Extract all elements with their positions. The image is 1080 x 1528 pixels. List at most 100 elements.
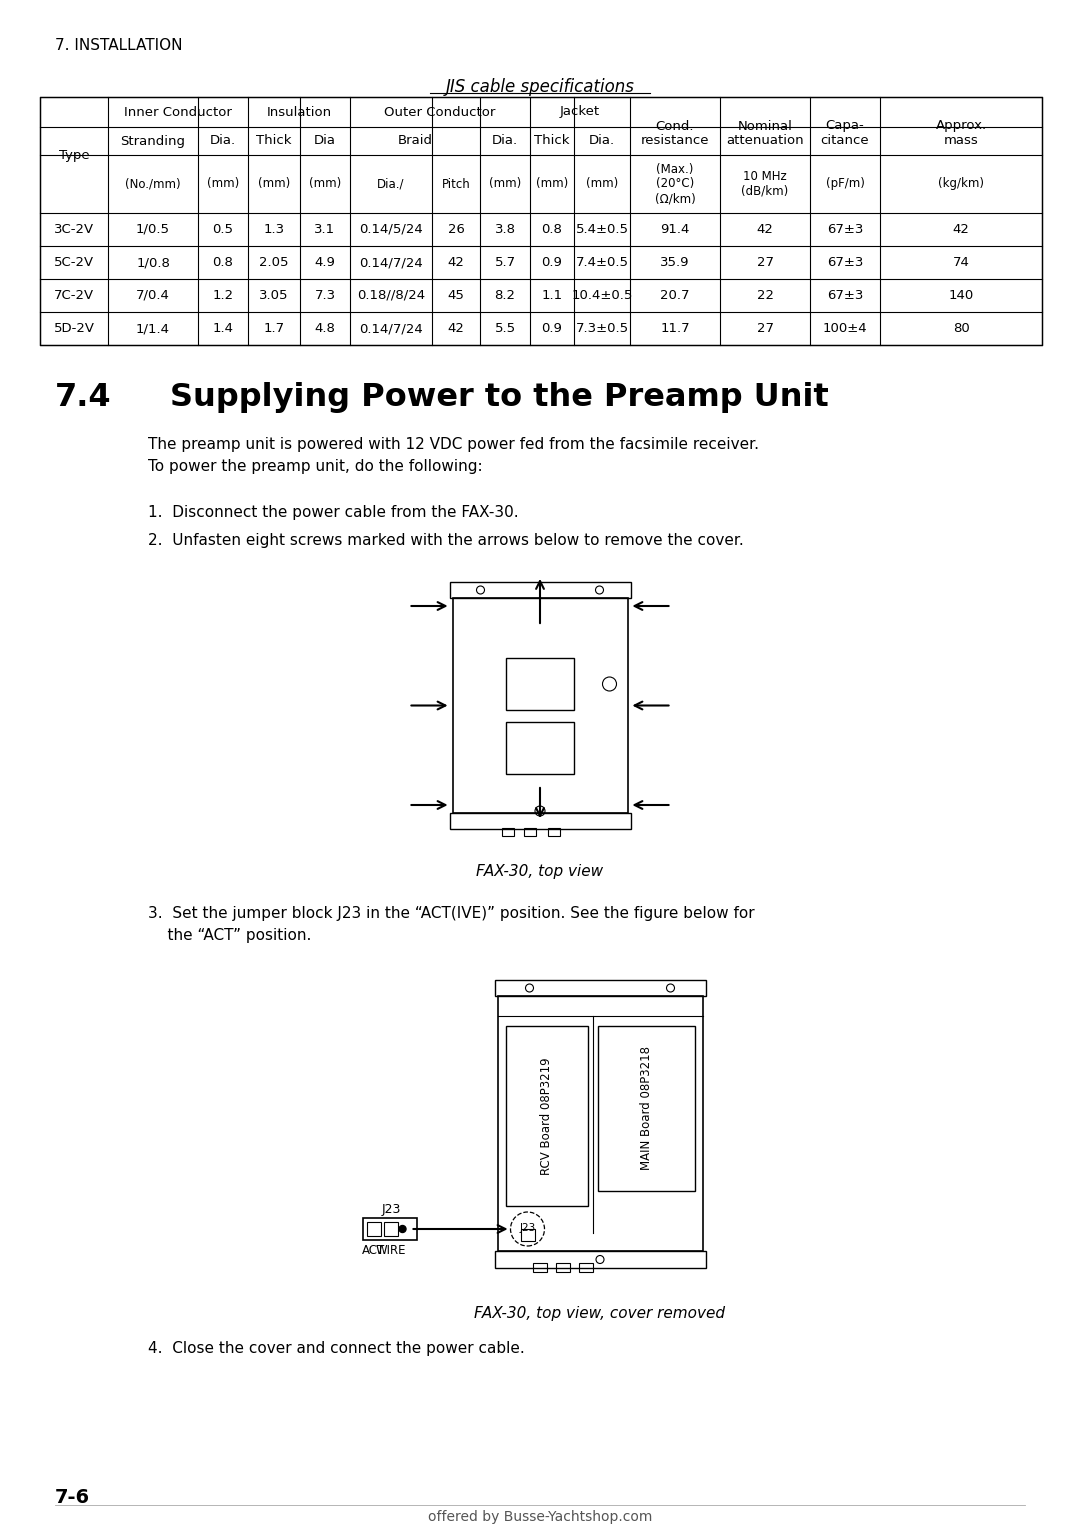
Text: 11.7: 11.7 — [660, 322, 690, 335]
Text: Dia.: Dia. — [589, 134, 616, 148]
Text: 7. INSTALLATION: 7. INSTALLATION — [55, 38, 183, 53]
Text: offered by Busse-Yachtshop.com: offered by Busse-Yachtshop.com — [428, 1510, 652, 1523]
Text: 42: 42 — [447, 322, 464, 335]
Bar — [507, 659, 573, 711]
Circle shape — [399, 1225, 406, 1233]
Text: 5C-2V: 5C-2V — [54, 257, 94, 269]
Bar — [40, 96, 1042, 345]
Text: 3.  Set the jumper block J23 in the “ACT(IVE)” position. See the figure below fo: 3. Set the jumper block J23 in the “ACT(… — [148, 906, 755, 943]
Text: 140: 140 — [948, 289, 974, 303]
Text: 10.4±0.5: 10.4±0.5 — [571, 289, 633, 303]
Bar — [524, 828, 536, 836]
Text: 4.8: 4.8 — [314, 322, 336, 335]
Text: 67±3: 67±3 — [827, 223, 863, 235]
Text: Inner Conductor: Inner Conductor — [124, 105, 232, 119]
Text: 3.05: 3.05 — [259, 289, 288, 303]
Text: 3.8: 3.8 — [495, 223, 515, 235]
Text: 1.2: 1.2 — [213, 289, 233, 303]
Text: 7-6: 7-6 — [55, 1488, 90, 1507]
Text: (mm): (mm) — [207, 177, 239, 191]
Bar — [366, 1222, 380, 1236]
Text: 22: 22 — [756, 289, 773, 303]
Text: Jacket: Jacket — [559, 105, 600, 119]
Bar — [495, 1251, 705, 1268]
Text: 7.4±0.5: 7.4±0.5 — [576, 257, 629, 269]
Text: Braid: Braid — [397, 134, 432, 148]
Text: J23: J23 — [382, 1203, 401, 1216]
Text: 10 MHz
(dB/km): 10 MHz (dB/km) — [741, 170, 788, 199]
Text: (mm): (mm) — [258, 177, 291, 191]
Text: 1.4: 1.4 — [213, 322, 233, 335]
Text: MAIN Board 08P3218: MAIN Board 08P3218 — [639, 1047, 652, 1170]
Text: Supplying Power to the Preamp Unit: Supplying Power to the Preamp Unit — [170, 382, 828, 413]
Bar — [498, 996, 702, 1251]
Text: 1.7: 1.7 — [264, 322, 284, 335]
Text: 1/0.8: 1/0.8 — [136, 257, 170, 269]
Text: Dia./: Dia./ — [377, 177, 405, 191]
Text: (Max.)
(20°C)
(Ω/km): (Max.) (20°C) (Ω/km) — [654, 162, 696, 205]
Bar — [521, 1229, 535, 1241]
Text: 42: 42 — [447, 257, 464, 269]
Text: FAX-30, top view, cover removed: FAX-30, top view, cover removed — [474, 1306, 726, 1322]
Text: 1/0.5: 1/0.5 — [136, 223, 170, 235]
Text: 4.9: 4.9 — [314, 257, 336, 269]
Bar — [507, 723, 573, 775]
Bar — [453, 597, 627, 813]
Text: 0.9: 0.9 — [541, 322, 563, 335]
Text: (mm): (mm) — [489, 177, 522, 191]
Text: Thick: Thick — [256, 134, 292, 148]
Text: (No./mm): (No./mm) — [125, 177, 180, 191]
Bar — [495, 979, 705, 996]
Text: ACT: ACT — [362, 1244, 386, 1258]
Bar — [502, 828, 514, 836]
Text: (mm): (mm) — [585, 177, 618, 191]
Text: 1.1: 1.1 — [541, 289, 563, 303]
Text: 2.05: 2.05 — [259, 257, 288, 269]
Text: Nominal: Nominal — [738, 119, 793, 133]
Text: 26: 26 — [447, 223, 464, 235]
Text: 7C-2V: 7C-2V — [54, 289, 94, 303]
Text: 27: 27 — [756, 257, 773, 269]
Text: 91.4: 91.4 — [660, 223, 690, 235]
Text: 0.8: 0.8 — [541, 223, 563, 235]
Text: Cond.: Cond. — [656, 119, 694, 133]
Bar — [579, 1264, 593, 1271]
Bar — [449, 582, 631, 597]
Text: 0.14/7/24: 0.14/7/24 — [360, 257, 423, 269]
Text: 42: 42 — [953, 223, 970, 235]
Text: (mm): (mm) — [309, 177, 341, 191]
Text: 67±3: 67±3 — [827, 257, 863, 269]
Text: 45: 45 — [447, 289, 464, 303]
Text: 5D-2V: 5D-2V — [54, 322, 95, 335]
Text: Pitch: Pitch — [442, 177, 471, 191]
Text: Stranding: Stranding — [121, 134, 186, 148]
Text: 42: 42 — [757, 223, 773, 235]
Text: attenuation: attenuation — [726, 134, 804, 148]
Text: 0.8: 0.8 — [213, 257, 233, 269]
Text: 5.7: 5.7 — [495, 257, 515, 269]
Text: FAX-30, top view: FAX-30, top view — [476, 863, 604, 879]
Text: Thick: Thick — [535, 134, 570, 148]
Text: 35.9: 35.9 — [660, 257, 690, 269]
Text: 5.4±0.5: 5.4±0.5 — [576, 223, 629, 235]
Text: Insulation: Insulation — [267, 105, 332, 119]
Text: 3C-2V: 3C-2V — [54, 223, 94, 235]
Text: citance: citance — [821, 134, 869, 148]
Text: 5.5: 5.5 — [495, 322, 515, 335]
Bar — [383, 1222, 397, 1236]
Text: 1.3: 1.3 — [264, 223, 284, 235]
Text: 20.7: 20.7 — [660, 289, 690, 303]
Text: Outer Conductor: Outer Conductor — [384, 105, 496, 119]
Text: WIRE: WIRE — [375, 1244, 406, 1258]
Text: Approx.: Approx. — [935, 119, 986, 133]
Text: 3.1: 3.1 — [314, 223, 336, 235]
Text: 1.  Disconnect the power cable from the FAX-30.: 1. Disconnect the power cable from the F… — [148, 504, 518, 520]
Text: 0.5: 0.5 — [213, 223, 233, 235]
Text: JIS cable specifications: JIS cable specifications — [446, 78, 634, 96]
Text: 27: 27 — [756, 322, 773, 335]
Text: 4.  Close the cover and connect the power cable.: 4. Close the cover and connect the power… — [148, 1342, 525, 1355]
Text: 0.14/5/24: 0.14/5/24 — [360, 223, 423, 235]
Text: Dia: Dia — [314, 134, 336, 148]
Bar — [363, 1218, 417, 1241]
Text: 1/1.4: 1/1.4 — [136, 322, 170, 335]
